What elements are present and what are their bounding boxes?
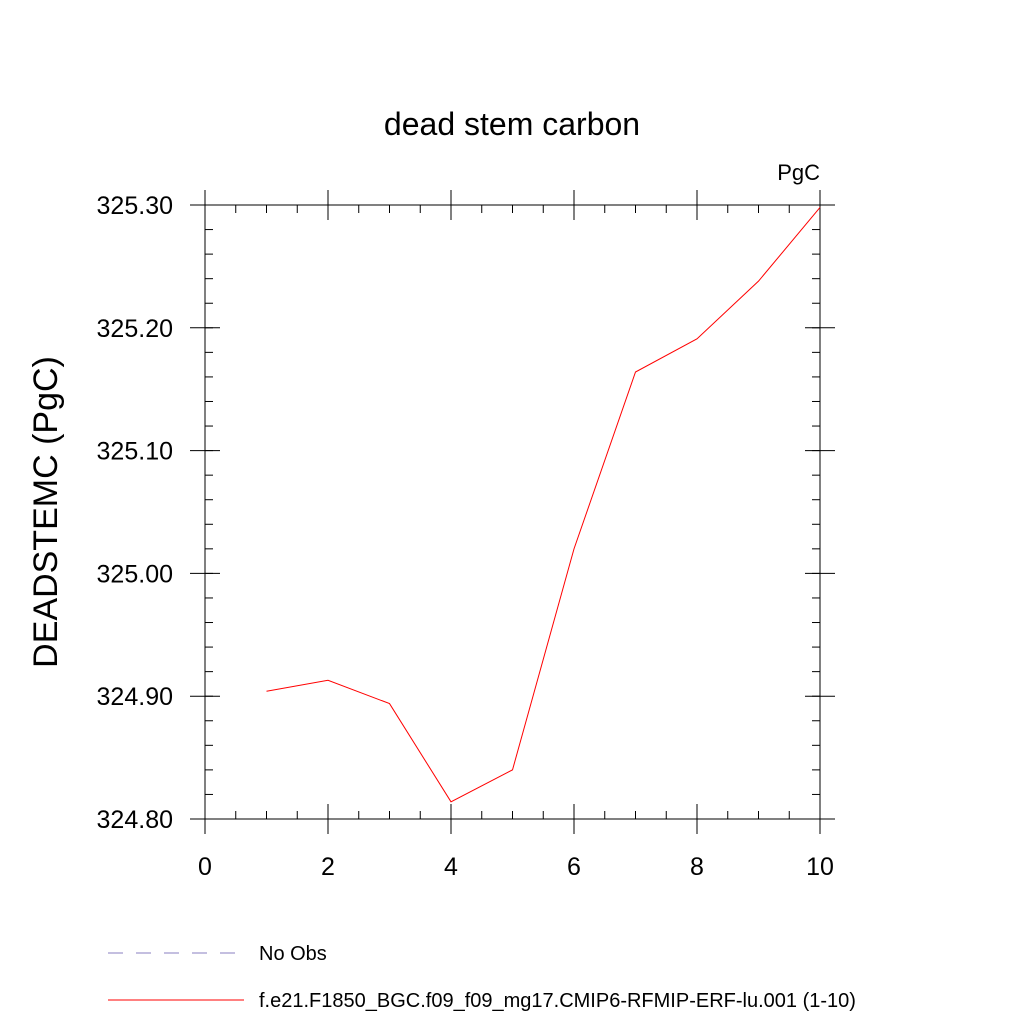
x-tick-label: 4 [444,853,458,881]
x-tick-label: 0 [198,853,212,881]
series-layer [266,207,821,803]
x-tick-label: 8 [690,853,704,881]
units-label: PgC [777,160,820,185]
y-tick-label: 325.30 [97,192,173,220]
y-tick-label: 325.00 [97,560,173,588]
x-tick-label: 2 [321,853,335,881]
chart-title: dead stem carbon [384,106,640,142]
legend-label-model-run: f.e21.F1850_BGC.f09_f09_mg17.CMIP6-RFMIP… [259,990,856,1012]
y-axis-label: DEADSTEMC (PgC) [27,356,65,668]
y-tick-labels: 324.80 324.90 325.00 325.10 325.20 325.30 [97,192,173,834]
x-tick-labels: 0 2 4 6 8 10 [198,853,834,881]
x-tick-label: 10 [806,853,834,881]
y-tick-label: 324.90 [97,683,173,711]
x-tick-label: 6 [567,853,581,881]
y-tick-label: 325.20 [97,315,173,343]
series-line [266,207,821,803]
major-ticks [190,190,835,834]
legend-label-no-obs: No Obs [259,943,327,965]
plot-frame [204,204,821,820]
legend: No Obs f.e21.F1850_BGC.f09_f09_mg17.CMIP… [108,943,856,1012]
y-tick-label: 324.80 [97,806,173,834]
minor-ticks [204,204,821,820]
y-tick-label: 325.10 [97,438,173,466]
